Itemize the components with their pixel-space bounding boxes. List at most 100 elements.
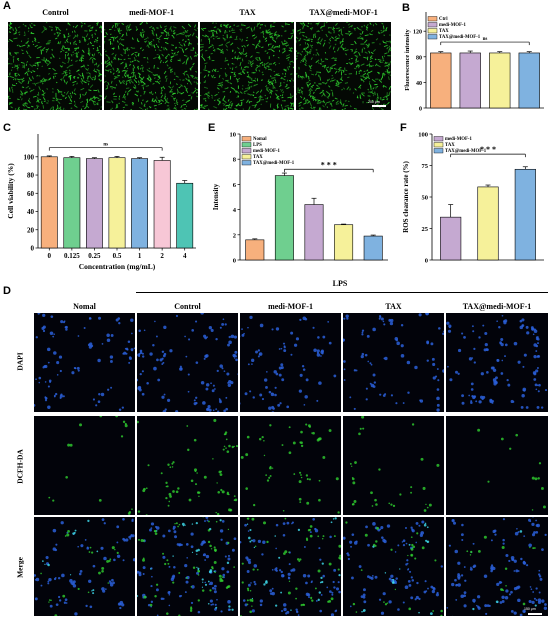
cell-mark	[141, 64, 143, 67]
cell-mark	[125, 74, 129, 77]
cell-mark	[284, 30, 287, 32]
cell-mark	[108, 56, 110, 60]
cell-mark	[195, 53, 198, 58]
x-tick-label: 2	[160, 252, 164, 260]
cell-mark	[262, 30, 265, 35]
nucleus-mark	[304, 395, 308, 399]
panel-d-image-r0-c2	[240, 313, 341, 412]
cell-mark	[128, 88, 132, 93]
nucleus-mark	[129, 534, 133, 538]
cell-mark	[74, 24, 79, 29]
cell-mark	[334, 35, 337, 39]
nucleus-mark	[283, 345, 286, 348]
nucleus-mark	[261, 397, 265, 401]
cell-mark	[320, 25, 323, 29]
cell-mark	[228, 103, 231, 109]
cell-mark	[388, 76, 390, 81]
cell-mark	[112, 72, 115, 75]
cell-mark	[47, 59, 51, 64]
cell-mark	[271, 82, 274, 84]
nucleus-mark	[42, 325, 46, 329]
ros-mark	[515, 433, 519, 437]
nucleus-mark	[156, 614, 159, 616]
nucleus-mark	[470, 401, 473, 405]
cell-mark	[233, 71, 236, 75]
cell-mark	[319, 63, 322, 65]
cell-mark	[175, 99, 178, 103]
cell-mark	[25, 50, 29, 55]
cell-mark	[53, 72, 58, 75]
y-tick-label: 6	[233, 182, 237, 189]
cell-mark	[158, 75, 161, 79]
cell-mark	[41, 59, 46, 62]
nucleus-mark	[259, 393, 263, 397]
cell-mark	[221, 83, 224, 86]
nucleus-mark	[343, 536, 346, 540]
ros-mark	[436, 463, 440, 467]
ros-mark	[177, 487, 180, 490]
cell-mark	[301, 50, 303, 53]
cell-mark	[385, 40, 390, 43]
ros-mark	[299, 501, 302, 503]
cell-mark	[21, 98, 23, 101]
nucleus-mark	[100, 546, 104, 550]
nucleus-mark	[437, 379, 440, 382]
cell-mark	[240, 28, 243, 31]
nucleus-mark	[220, 538, 223, 541]
cell-mark	[42, 82, 44, 85]
cell-mark	[27, 80, 30, 85]
nucleus-mark	[463, 604, 467, 608]
ros-mark	[228, 508, 231, 512]
cell-mark	[338, 66, 342, 69]
nucleus-mark	[486, 371, 489, 374]
cell-mark	[382, 84, 387, 88]
cell-mark	[81, 72, 84, 77]
cell-mark	[18, 31, 21, 34]
cell-mark	[281, 41, 284, 46]
nucleus-mark	[169, 349, 173, 353]
bar	[430, 52, 452, 109]
cell-mark	[339, 41, 342, 45]
cell-mark	[94, 75, 97, 78]
cell-mark	[118, 37, 122, 41]
nucleus-mark	[362, 588, 366, 592]
legend-label: TAX@medi-MOF-1	[439, 35, 481, 40]
nucleus-mark	[457, 576, 461, 580]
cell-mark	[220, 48, 224, 53]
cell-mark	[118, 80, 122, 85]
nucleus-mark	[59, 369, 62, 373]
ros-mark	[359, 427, 362, 430]
nucleus-mark	[57, 595, 61, 599]
cell-mark	[265, 67, 267, 70]
ros-mark	[54, 614, 58, 616]
nucleus-mark	[501, 600, 505, 603]
legend-swatch	[433, 136, 444, 142]
ros-mark	[187, 448, 190, 452]
cell-mark	[367, 43, 370, 48]
cell-mark	[88, 29, 91, 32]
nucleus-mark	[56, 374, 59, 376]
nucleus-mark	[471, 325, 474, 328]
ros-mark	[266, 479, 270, 482]
ros-mark	[317, 535, 320, 538]
ros-mark	[225, 438, 228, 441]
nucleus-mark	[162, 555, 166, 559]
nucleus-mark	[537, 573, 541, 576]
cell-mark	[94, 103, 98, 106]
ros-mark	[505, 585, 507, 587]
panel-d-row-dapi: DAPI	[15, 352, 25, 371]
nucleus-mark	[370, 576, 374, 580]
nucleus-mark	[56, 361, 60, 365]
nucleus-mark	[235, 358, 238, 362]
nucleus-mark	[215, 337, 218, 341]
cell-mark	[326, 106, 328, 108]
cell-mark	[211, 44, 214, 47]
nucleus-mark	[315, 599, 318, 602]
cell-mark	[171, 85, 174, 89]
cell-mark	[173, 106, 178, 110]
cell-mark	[84, 38, 87, 41]
cell-mark	[27, 30, 30, 33]
cell-mark	[266, 51, 269, 55]
cell-mark	[309, 102, 313, 107]
cell-mark	[388, 86, 391, 90]
